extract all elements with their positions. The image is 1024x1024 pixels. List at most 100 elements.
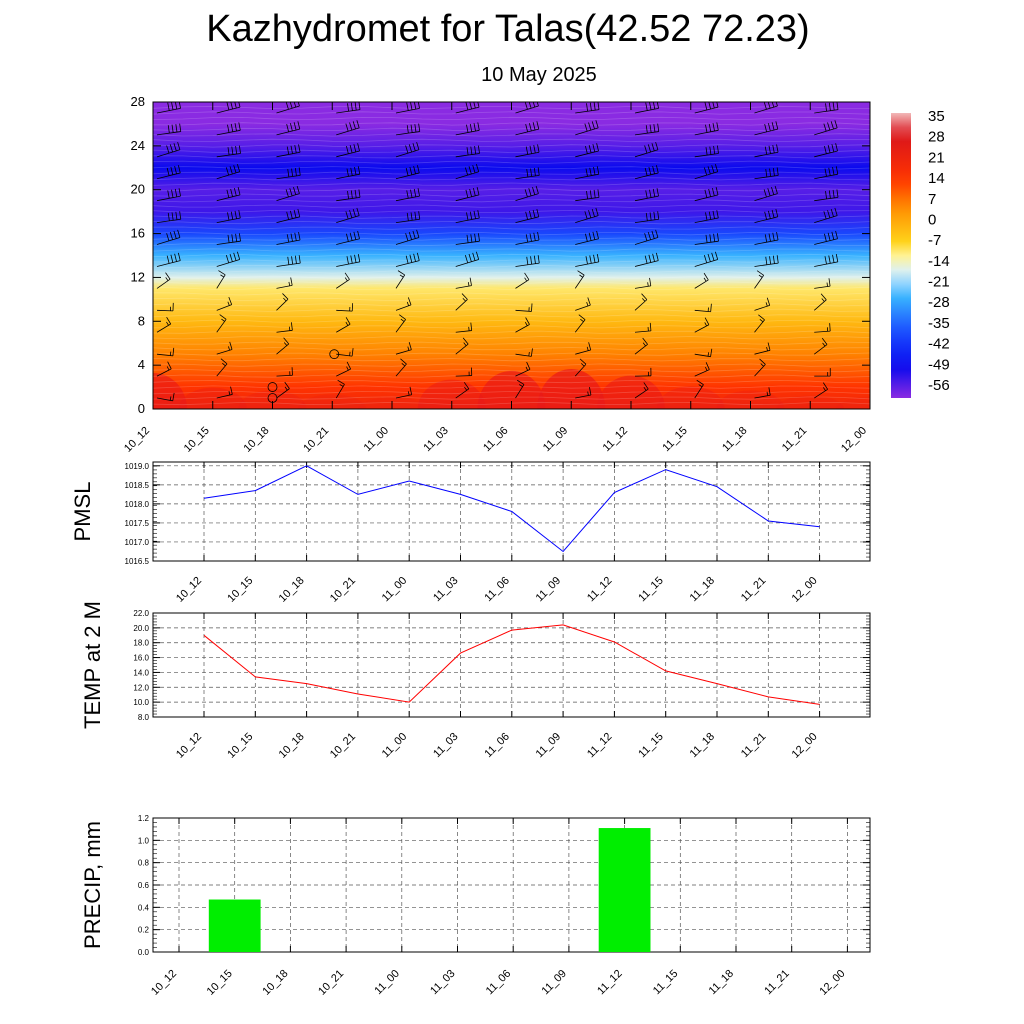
- wind-barb: [515, 167, 540, 180]
- x-tick-label: 11_15: [636, 731, 666, 761]
- wind-barb: [694, 187, 719, 202]
- x-tick-label: 10_12: [174, 575, 204, 605]
- wind-barb: [634, 229, 659, 245]
- surface-warm-cell: [597, 375, 665, 409]
- x-tick-label: 11_21: [762, 968, 792, 998]
- wind-barb: [156, 361, 172, 377]
- wind-barb: [575, 230, 599, 245]
- wind-barb: [395, 188, 420, 202]
- contour-line: [153, 171, 870, 175]
- x-tick-label: 11_06: [482, 731, 512, 761]
- wind-barb: [754, 358, 766, 377]
- surface-warm-cell: [153, 373, 187, 409]
- wind-barb: [813, 293, 827, 311]
- wind-barb: [575, 189, 600, 202]
- wind-barb: [574, 314, 586, 333]
- wind-barb: [216, 163, 241, 180]
- x-tick-label: 10_21: [301, 425, 331, 455]
- contour-line: [153, 308, 870, 312]
- wind-barb: [276, 102, 300, 114]
- x-tick-label: 11_12: [585, 575, 615, 605]
- wind-barb: [694, 317, 710, 333]
- x-tick-label: 11_18: [688, 575, 718, 605]
- contour-line: [153, 133, 870, 137]
- wind-barb: [515, 144, 540, 158]
- wind-barb: [694, 102, 719, 114]
- wind-barb: [634, 165, 659, 180]
- surface-warm-cell: [238, 390, 307, 409]
- wind-barb: [575, 297, 591, 311]
- wind-barb: [455, 251, 480, 267]
- panel-frame: [152, 612, 871, 718]
- wind-barb: [395, 142, 420, 158]
- contour-line: [153, 166, 870, 170]
- wind-barb: [455, 233, 480, 245]
- wind-barb: [814, 323, 831, 333]
- x-tick-label: 11_03: [428, 968, 458, 998]
- x-tick-label: 10_21: [328, 575, 358, 605]
- contour-line: [153, 358, 870, 362]
- contour-line: [153, 127, 870, 132]
- x-tick-label: 11_00: [372, 968, 402, 998]
- wind-barb: [754, 314, 765, 333]
- wind-barb: [216, 122, 241, 136]
- wind-barb: [455, 187, 480, 202]
- colorbar-label: 14: [928, 170, 945, 187]
- wind-barb: [874, 380, 883, 398]
- contour-line: [153, 385, 870, 389]
- wind-barb: [216, 187, 241, 202]
- y-tick-label: 1017.0: [125, 538, 150, 547]
- y-tick-label: 1016.5: [125, 557, 150, 566]
- contour-line: [153, 303, 870, 307]
- wind-barb: [874, 362, 889, 376]
- wind-barb: [814, 253, 839, 267]
- surface-warm-cell: [656, 386, 725, 409]
- wind-barb: [276, 144, 301, 158]
- colorbar-label: -14: [928, 253, 950, 270]
- wind-barb: [754, 185, 778, 202]
- wind-barb: [395, 252, 420, 267]
- y-tick-label: 16.0: [133, 654, 149, 663]
- wind-barb: [814, 368, 831, 377]
- wind-barb: [455, 145, 480, 158]
- y-tick-label: 24: [131, 138, 145, 153]
- wind-barb: [455, 122, 480, 136]
- y-tick-label: 18.0: [133, 639, 149, 648]
- wind-barb: [515, 361, 531, 377]
- wind-barb: [336, 166, 361, 180]
- wind-barb: [455, 337, 469, 355]
- wind-barb: [156, 188, 181, 202]
- wind-barb: [754, 121, 779, 136]
- x-tick-label: 11_18: [688, 731, 718, 761]
- y-tick-label: 1017.5: [125, 519, 150, 528]
- colorbar-label: 28: [928, 129, 945, 146]
- wind-barb: [216, 386, 233, 399]
- wind-barb: [395, 314, 406, 333]
- x-tick-label: 10_18: [242, 425, 272, 455]
- wind-barb: [515, 208, 540, 223]
- wind-barb: [575, 166, 600, 180]
- surface-warm-cell: [836, 397, 870, 409]
- contour-line: [153, 314, 870, 318]
- wind-barb: [874, 349, 891, 357]
- x-tick-label: 11_18: [707, 968, 737, 998]
- wind-barb: [575, 207, 599, 223]
- contour-line: [153, 253, 870, 258]
- wind-barb: [874, 101, 898, 113]
- wind-barb: [634, 277, 652, 289]
- contour-line: [153, 155, 870, 159]
- wind-barb: [814, 278, 831, 289]
- wind-barb: [575, 342, 592, 355]
- y-tick-label: 0.4: [138, 903, 150, 912]
- x-tick-label: 11_06: [481, 425, 511, 455]
- wind-barb: [156, 102, 181, 114]
- wind-barb: [395, 229, 420, 245]
- y-tick-label: 20: [131, 182, 145, 197]
- wind-barb: [216, 210, 241, 223]
- wind-barb: [276, 381, 290, 399]
- contour-line: [153, 368, 870, 373]
- x-tick-label: 10_15: [225, 575, 255, 605]
- x-tick-label: 11_03: [431, 575, 461, 605]
- x-tick-label: 11_21: [739, 575, 769, 605]
- contour-line: [153, 325, 870, 329]
